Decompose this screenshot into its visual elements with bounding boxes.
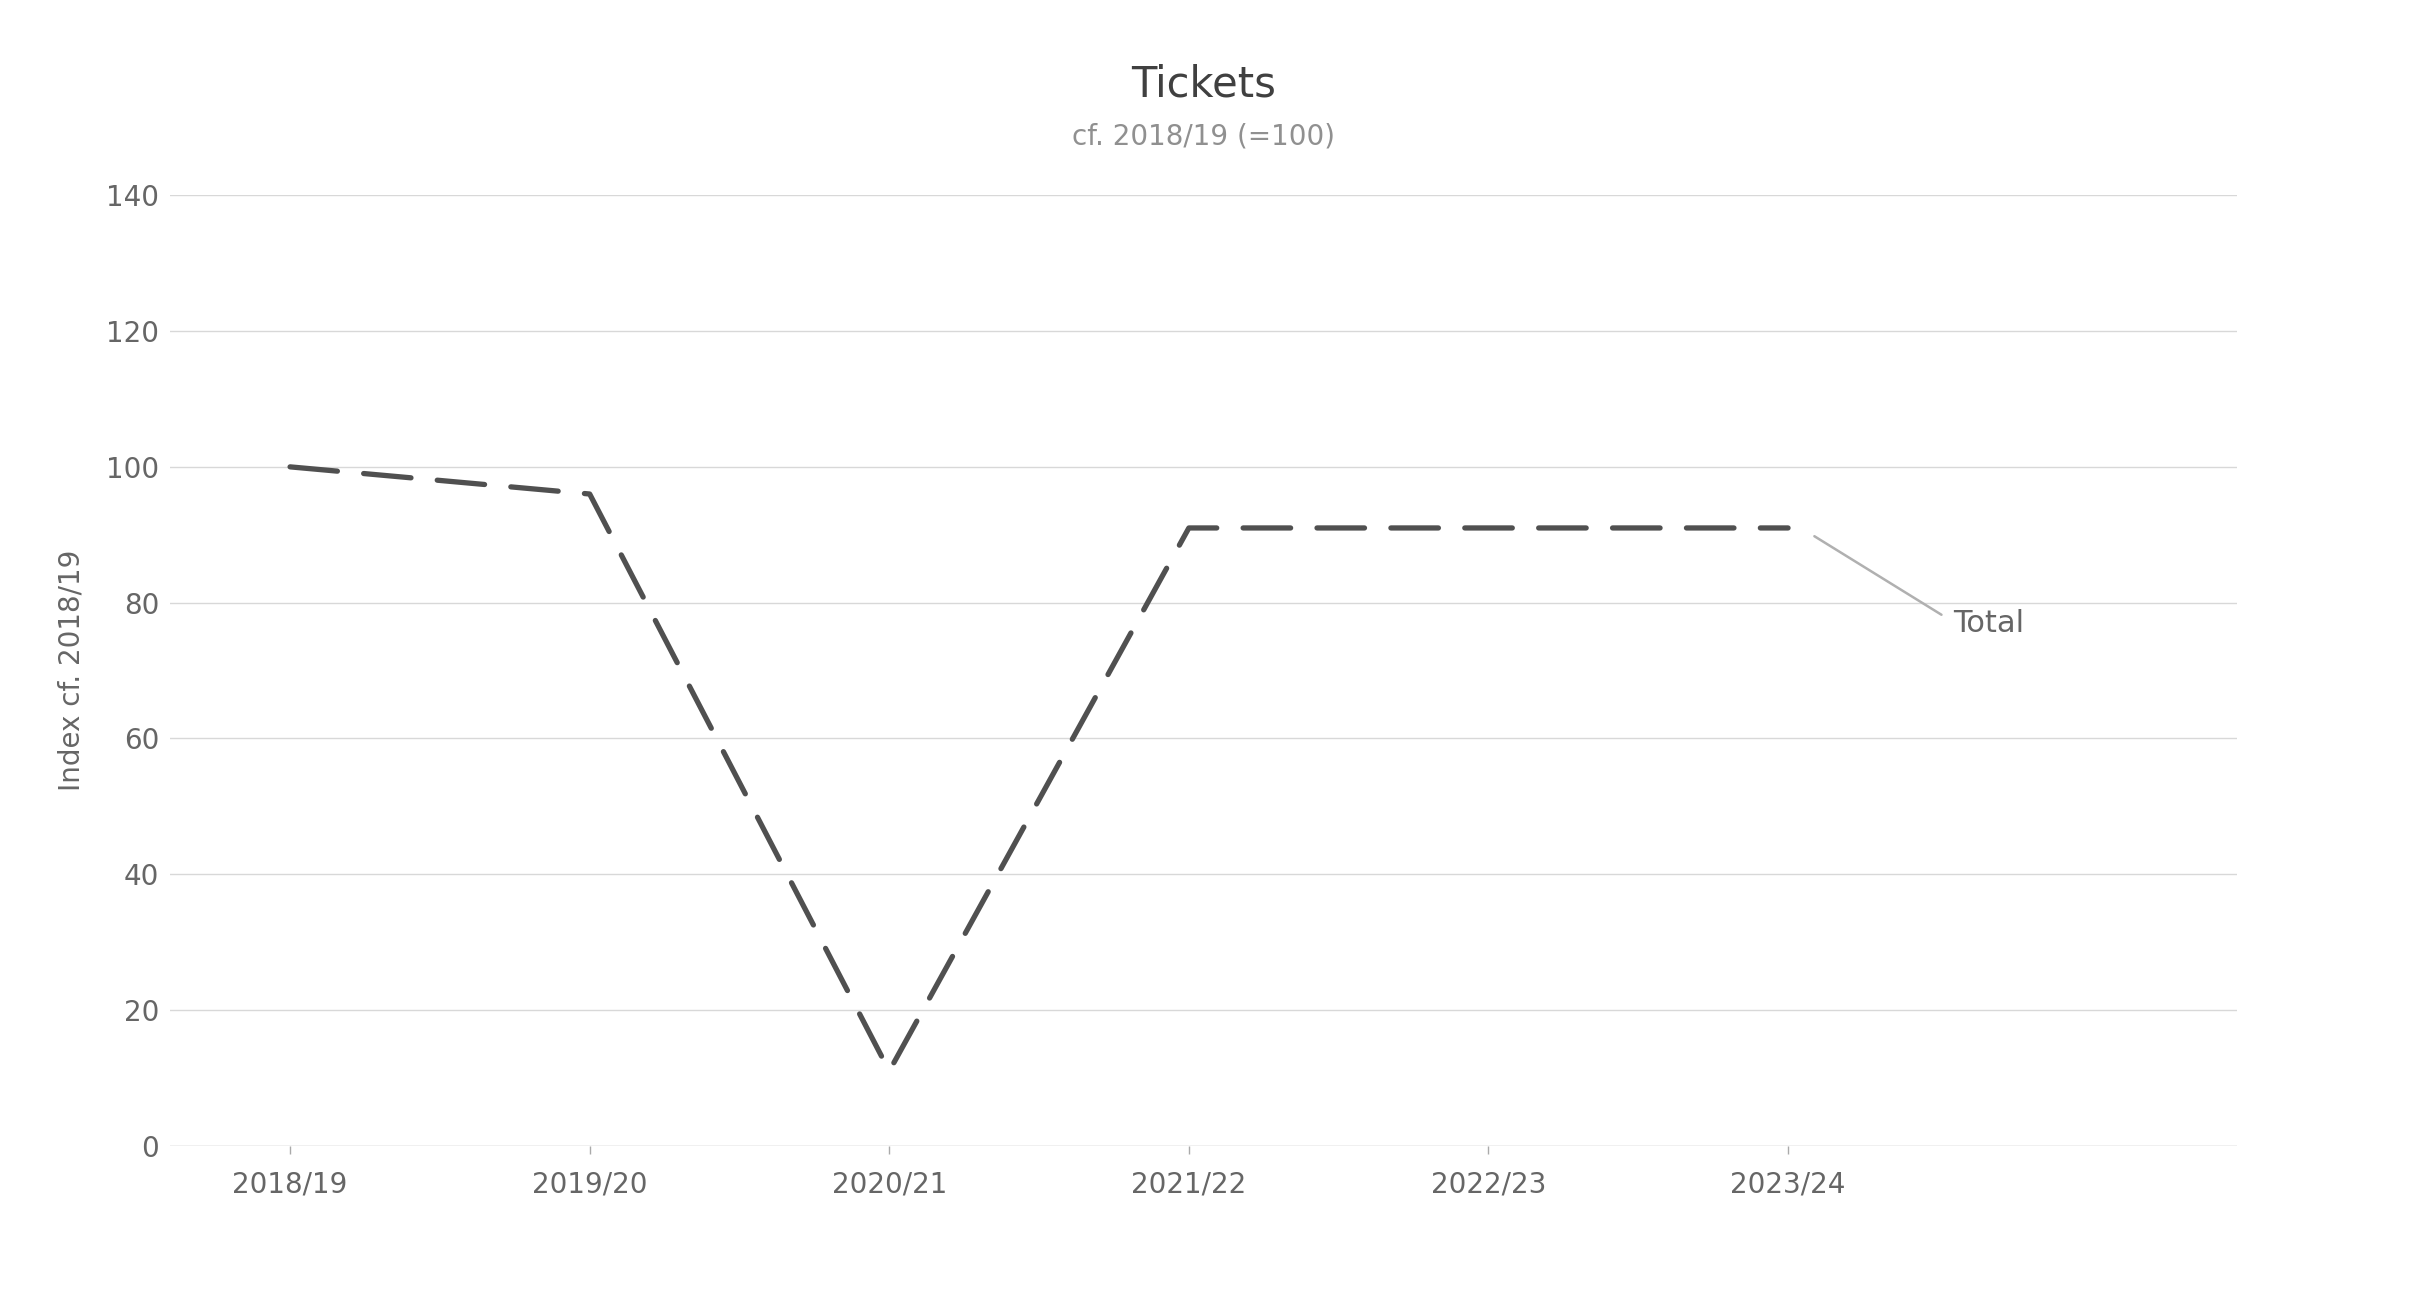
Text: Tickets: Tickets xyxy=(1131,64,1277,105)
Text: Total: Total xyxy=(1953,608,2023,638)
Y-axis label: Index cf. 2018/19: Index cf. 2018/19 xyxy=(58,549,85,792)
Text: cf. 2018/19 (=100): cf. 2018/19 (=100) xyxy=(1073,122,1335,151)
